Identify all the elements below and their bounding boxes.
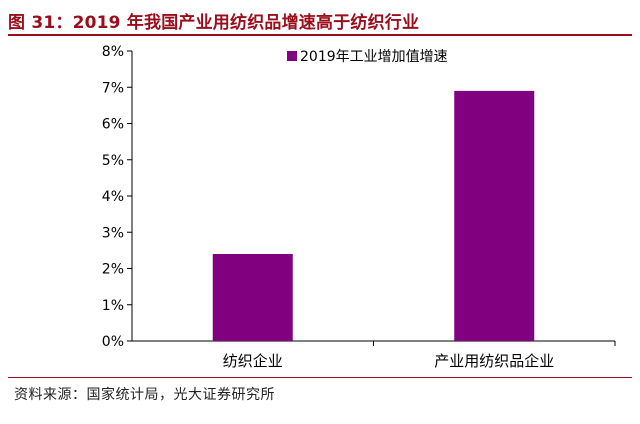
bar [212,254,293,341]
source-note: 资料来源：国家统计局，光大证券研究所 [14,387,275,403]
y-tick-label: 0% [102,334,124,350]
y-tick-label: 5% [102,153,124,169]
legend: 2019年工业增加值增速 [287,49,448,65]
y-tick-label: 3% [102,225,124,241]
legend-label: 2019年工业增加值增速 [300,49,448,65]
y-tick-label: 7% [102,80,124,96]
x-tick-label: 纺织企业 [223,352,283,370]
chart-axes [131,51,615,342]
title-divider [8,34,632,36]
bar [454,90,535,341]
y-axis-ticks: 0% 1% 2% 3% 4% 5% 6% 7% 8% [102,44,132,350]
figure-title: 图 31：2019 年我国产业用纺织品增速高于纺织行业 [8,13,420,33]
x-tick-label: 产业用纺织品企业 [434,352,554,370]
bars [212,90,535,341]
legend-swatch [287,51,297,61]
y-tick-label: 1% [102,298,124,314]
y-tick-label: 2% [102,262,124,278]
source-divider [8,377,632,378]
y-tick-label: 8% [102,44,124,60]
y-tick-label: 6% [102,117,124,133]
x-axis-labels: 纺织企业 产业用纺织品企业 [223,341,616,370]
y-tick-label: 4% [102,189,124,205]
